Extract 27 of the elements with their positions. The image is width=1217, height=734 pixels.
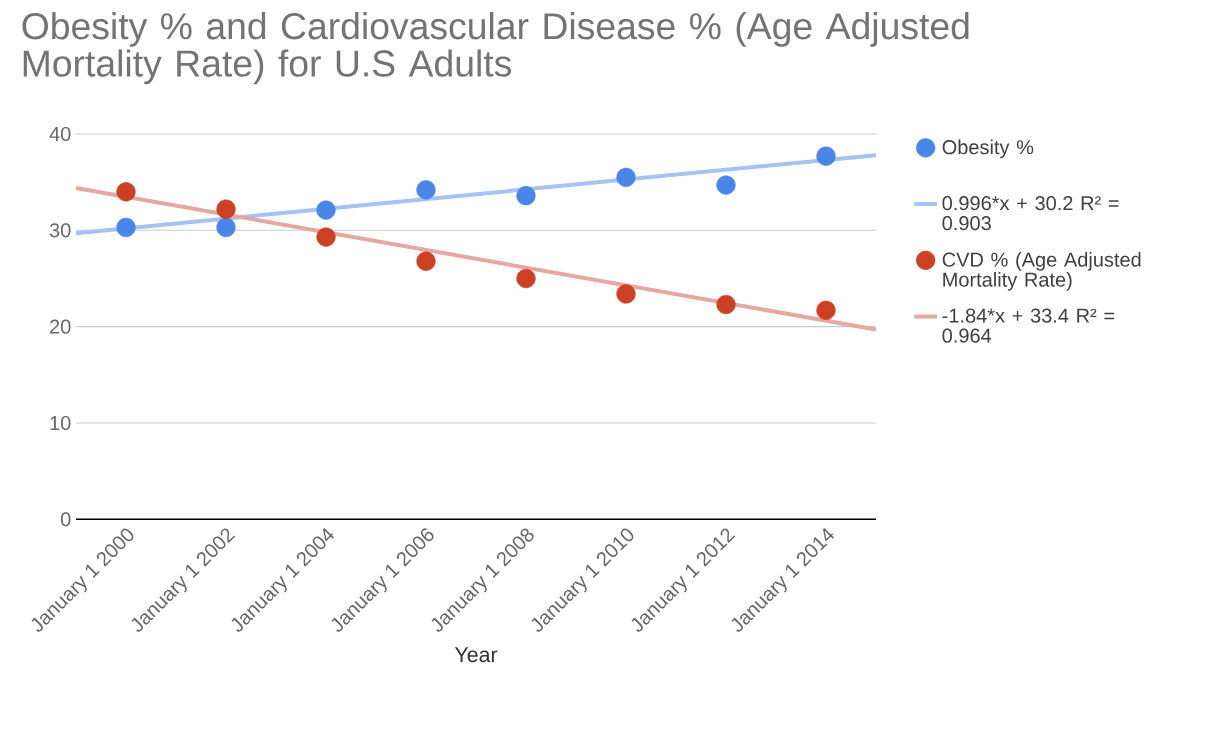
point: [316, 227, 336, 247]
point: [216, 199, 236, 219]
legend-label: -1.84*x + 33.4 R² = 0.964: [942, 308, 1115, 343]
point: [616, 167, 636, 187]
point: [416, 251, 436, 271]
point: [816, 146, 836, 166]
point: [116, 217, 136, 238]
chart-title: Obesity % and Cardiovascular Disease % (Age Adjusted Mortality Rate) for U.S Adults: [22, 12, 969, 85]
y-tick-label: 0: [60, 512, 71, 527]
point: [616, 284, 636, 304]
point: [516, 268, 536, 289]
point: [716, 175, 736, 195]
point: [416, 180, 436, 200]
point: [216, 217, 236, 238]
point: [716, 294, 736, 315]
x-axis-title: Year: [454, 647, 498, 663]
point: [816, 300, 836, 320]
y-tick-label: 40: [49, 126, 71, 142]
legend-label: CVD % (Age Adjusted Mortality Rate): [942, 252, 1141, 291]
legend-label: Obesity %: [942, 139, 1034, 159]
point: [516, 186, 536, 206]
point: [116, 182, 136, 202]
legend-label: 0.996*x + 30.2 R² = 0.903: [942, 196, 1119, 231]
y-tick-label: 20: [50, 319, 71, 334]
y-tick-label: 30: [49, 223, 71, 238]
y-tick-label: 10: [50, 415, 71, 431]
point: [316, 200, 336, 220]
